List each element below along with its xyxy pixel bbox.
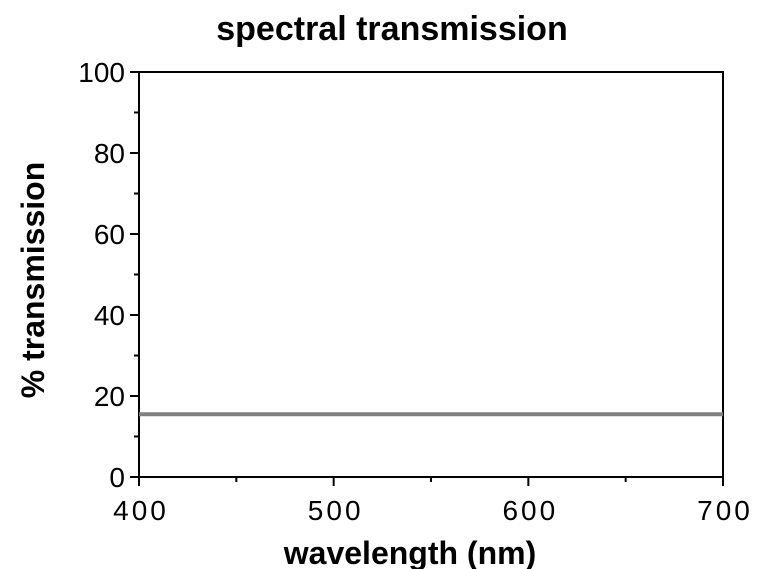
x-axis-label: wavelength (nm) [283,535,536,569]
y-tick-label: 60 [94,219,125,250]
y-tick-label: 20 [94,381,125,412]
chart-title: spectral transmission [216,10,567,48]
axis-ticks: 0 20 40 60 80 100 400 500 600 700 [78,57,753,526]
x-tick-label: 700 [697,495,753,526]
y-tick-label: 80 [94,138,125,169]
y-axis-label: % transmission [15,162,51,399]
y-tick-label: 100 [78,57,125,88]
x-tick-label: 400 [113,495,169,526]
plot-area-frame [138,71,724,478]
x-tick-label: 500 [308,495,364,526]
y-tick-label: 0 [109,462,125,493]
x-tick-label: 600 [502,495,558,526]
y-tick-label: 40 [94,300,125,331]
